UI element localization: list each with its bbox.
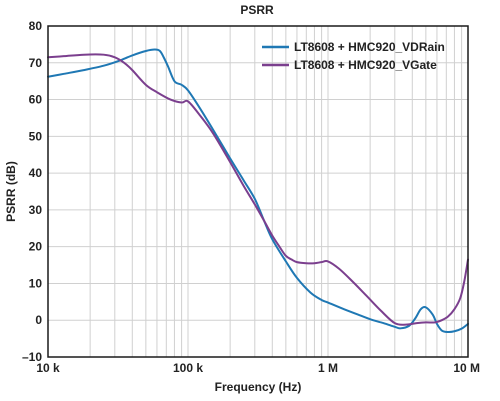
x-axis-ticks: 10 k 100 k 1 M 10 M xyxy=(36,361,480,375)
y-tick-label: 0 xyxy=(35,313,42,327)
y-tick-label: 80 xyxy=(29,19,43,33)
y-tick-label: 60 xyxy=(29,93,43,107)
y-tick-label: 50 xyxy=(29,129,43,143)
x-tick-label: 10 k xyxy=(36,361,60,375)
x-tick-label: 10 M xyxy=(453,361,480,375)
plot-frame xyxy=(47,25,469,358)
y-axis-title: PSRR (dB) xyxy=(4,161,18,222)
legend: LT8608 + HMC920_VDRain LT8608 + HMC920_VG… xyxy=(262,40,445,72)
y-tick-label: 40 xyxy=(29,166,43,180)
series-line-1 xyxy=(47,48,469,334)
y-tick-label: –10 xyxy=(22,350,42,364)
series-layer xyxy=(47,48,469,334)
legend-label-1: LT8608 + HMC920_VDRain xyxy=(294,40,445,54)
y-tick-label: 20 xyxy=(29,240,43,254)
chart-title: PSRR xyxy=(240,3,274,17)
grid-lines xyxy=(48,25,468,358)
y-tick-label: 30 xyxy=(29,203,43,217)
x-axis-title: Frequency (Hz) xyxy=(215,380,302,394)
x-tick-label: 1 M xyxy=(318,361,338,375)
series-line-2 xyxy=(47,53,469,326)
legend-label-2: LT8608 + HMC920_VGate xyxy=(294,58,437,72)
x-tick-label: 100 k xyxy=(173,361,203,375)
y-tick-label: 70 xyxy=(29,56,43,70)
y-tick-label: 10 xyxy=(29,276,43,290)
y-axis-ticks: –10 0 10 20 30 40 50 60 70 80 xyxy=(22,19,42,364)
